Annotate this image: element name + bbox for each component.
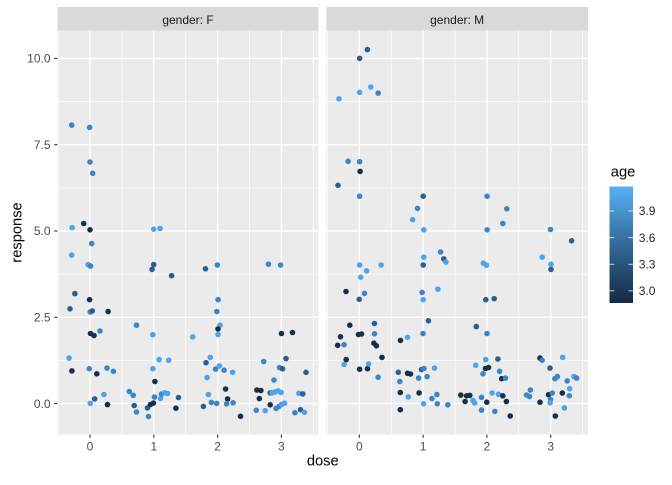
svg-text:3: 3 <box>278 440 285 454</box>
svg-text:3.0: 3.0 <box>639 284 656 298</box>
svg-text:3.9: 3.9 <box>639 204 656 218</box>
svg-text:2: 2 <box>214 440 221 454</box>
svg-text:3: 3 <box>547 440 554 454</box>
svg-text:gender: M: gender: M <box>430 13 484 27</box>
svg-text:0: 0 <box>356 440 363 454</box>
svg-text:age: age <box>611 165 636 181</box>
svg-text:2: 2 <box>484 440 491 454</box>
svg-text:3.6: 3.6 <box>639 231 656 245</box>
svg-text:gender: F: gender: F <box>162 13 213 27</box>
svg-text:7.5: 7.5 <box>34 138 51 152</box>
svg-text:3.3: 3.3 <box>639 258 656 272</box>
svg-text:10.0: 10.0 <box>27 52 51 66</box>
svg-text:0.0: 0.0 <box>34 397 51 411</box>
svg-text:0: 0 <box>87 440 94 454</box>
svg-text:response: response <box>10 202 26 262</box>
svg-text:5.0: 5.0 <box>34 224 51 238</box>
svg-text:dose: dose <box>307 454 339 470</box>
svg-text:2.5: 2.5 <box>34 311 51 325</box>
svg-text:1: 1 <box>420 440 427 454</box>
svg-text:1: 1 <box>150 440 157 454</box>
